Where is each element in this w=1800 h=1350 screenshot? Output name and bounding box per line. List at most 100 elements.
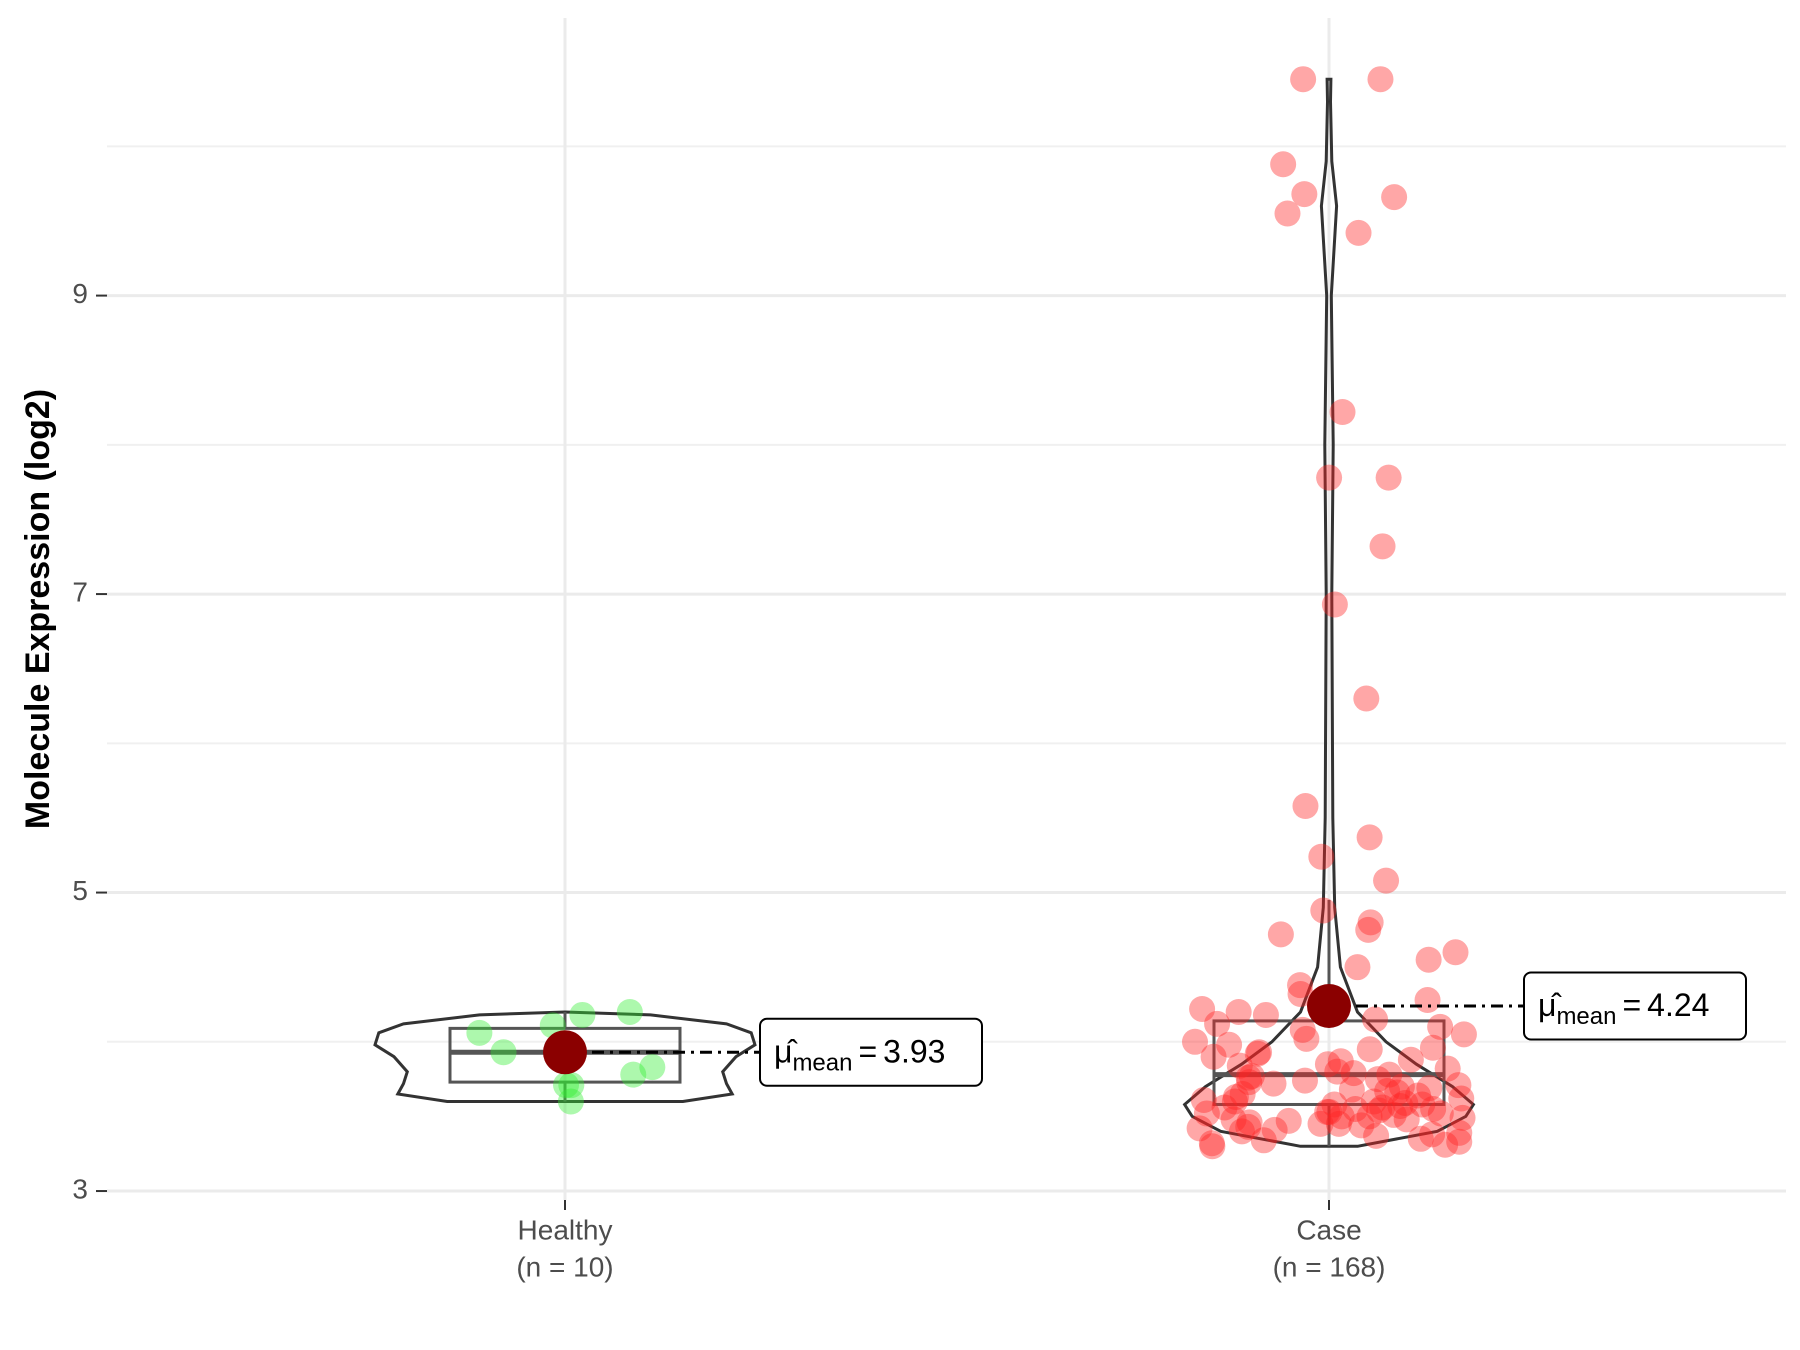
point — [1260, 1070, 1287, 1097]
mean-label: μ̂mean = 4.24 — [1538, 987, 1709, 1030]
point — [1369, 533, 1396, 560]
violin — [373, 1010, 757, 1103]
point — [1275, 1107, 1302, 1134]
point — [1314, 1098, 1341, 1125]
point — [1405, 1082, 1432, 1109]
mean-equals: = — [1622, 987, 1641, 1023]
point — [1367, 66, 1394, 93]
point — [1321, 1091, 1348, 1118]
x-tick-count: (n = 10) — [516, 1251, 613, 1282]
mean-label-box — [1523, 971, 1747, 1041]
y-axis-title: Molecule Expression (log2) — [19, 389, 57, 829]
point — [1222, 1084, 1249, 1111]
point — [1376, 1061, 1403, 1088]
point — [1216, 1031, 1243, 1058]
point — [1415, 946, 1442, 973]
point — [1373, 867, 1400, 894]
mean-value: 4.24 — [1647, 987, 1709, 1023]
mean-point — [1307, 983, 1351, 1028]
point — [1235, 1113, 1262, 1140]
point — [1235, 1064, 1262, 1091]
point — [1270, 151, 1297, 178]
point — [1432, 1131, 1459, 1158]
point — [1310, 897, 1337, 924]
point — [557, 1088, 584, 1115]
point — [1274, 200, 1301, 227]
point — [1316, 1098, 1343, 1125]
point — [1291, 1067, 1318, 1094]
mean-label-box — [759, 1017, 983, 1087]
point — [1448, 1085, 1475, 1112]
point — [1338, 1076, 1365, 1103]
point — [569, 1001, 596, 1028]
point — [1407, 1125, 1434, 1152]
point — [1355, 916, 1382, 943]
point — [1427, 1013, 1454, 1040]
point — [1420, 1095, 1447, 1122]
point — [1292, 793, 1319, 819]
point — [1366, 1097, 1393, 1124]
point — [1427, 1100, 1454, 1127]
point — [1419, 1121, 1446, 1148]
point — [553, 1072, 580, 1099]
point — [1229, 1081, 1256, 1108]
point — [1204, 1010, 1231, 1037]
y-tick-label: 3 — [72, 1173, 88, 1204]
point — [490, 1039, 517, 1066]
point — [1357, 909, 1384, 936]
point — [1374, 1078, 1401, 1105]
point — [1449, 1104, 1476, 1131]
point — [1446, 1128, 1473, 1155]
point — [1450, 1021, 1477, 1048]
point — [1186, 1115, 1213, 1142]
point — [616, 998, 643, 1025]
point — [1190, 1087, 1217, 1114]
point — [1363, 1122, 1390, 1149]
point — [1246, 1039, 1273, 1066]
point — [1414, 987, 1441, 1014]
point — [1397, 1046, 1424, 1073]
point — [1250, 1127, 1277, 1154]
point — [1344, 954, 1371, 981]
mean-point — [543, 1030, 587, 1075]
point — [1325, 1110, 1352, 1137]
point — [1244, 1040, 1271, 1067]
point — [1419, 1034, 1446, 1061]
point — [1289, 1016, 1316, 1043]
point — [1287, 972, 1314, 999]
point — [1236, 1069, 1263, 1096]
point — [1236, 1109, 1263, 1136]
point — [558, 1072, 585, 1099]
point — [1308, 843, 1335, 870]
point — [1342, 1095, 1369, 1122]
point — [1252, 1001, 1279, 1028]
point — [1327, 1048, 1354, 1075]
point — [1198, 1130, 1225, 1157]
mean-subscript: mean — [792, 1050, 852, 1077]
point — [1293, 1025, 1320, 1052]
point — [1381, 184, 1408, 211]
point — [1199, 1133, 1226, 1160]
y-tick-label: 5 — [72, 875, 88, 906]
point — [1291, 181, 1318, 208]
point — [1238, 1063, 1265, 1090]
point — [1290, 66, 1317, 93]
point — [1356, 1036, 1383, 1063]
point — [1446, 1119, 1473, 1146]
y-tick-label: 7 — [72, 576, 88, 607]
mean-value: 3.93 — [883, 1034, 945, 1070]
point — [1193, 1100, 1220, 1127]
point — [1388, 1073, 1415, 1100]
point — [1225, 998, 1252, 1025]
point — [1267, 921, 1294, 948]
point — [1393, 1106, 1420, 1133]
y-tick-label: 9 — [72, 278, 88, 309]
point — [1226, 1052, 1253, 1079]
point — [1211, 1094, 1238, 1121]
point — [1362, 1006, 1389, 1033]
point — [1307, 1110, 1334, 1137]
point — [1387, 1092, 1414, 1119]
point — [1200, 1043, 1227, 1070]
point — [1380, 1101, 1407, 1128]
